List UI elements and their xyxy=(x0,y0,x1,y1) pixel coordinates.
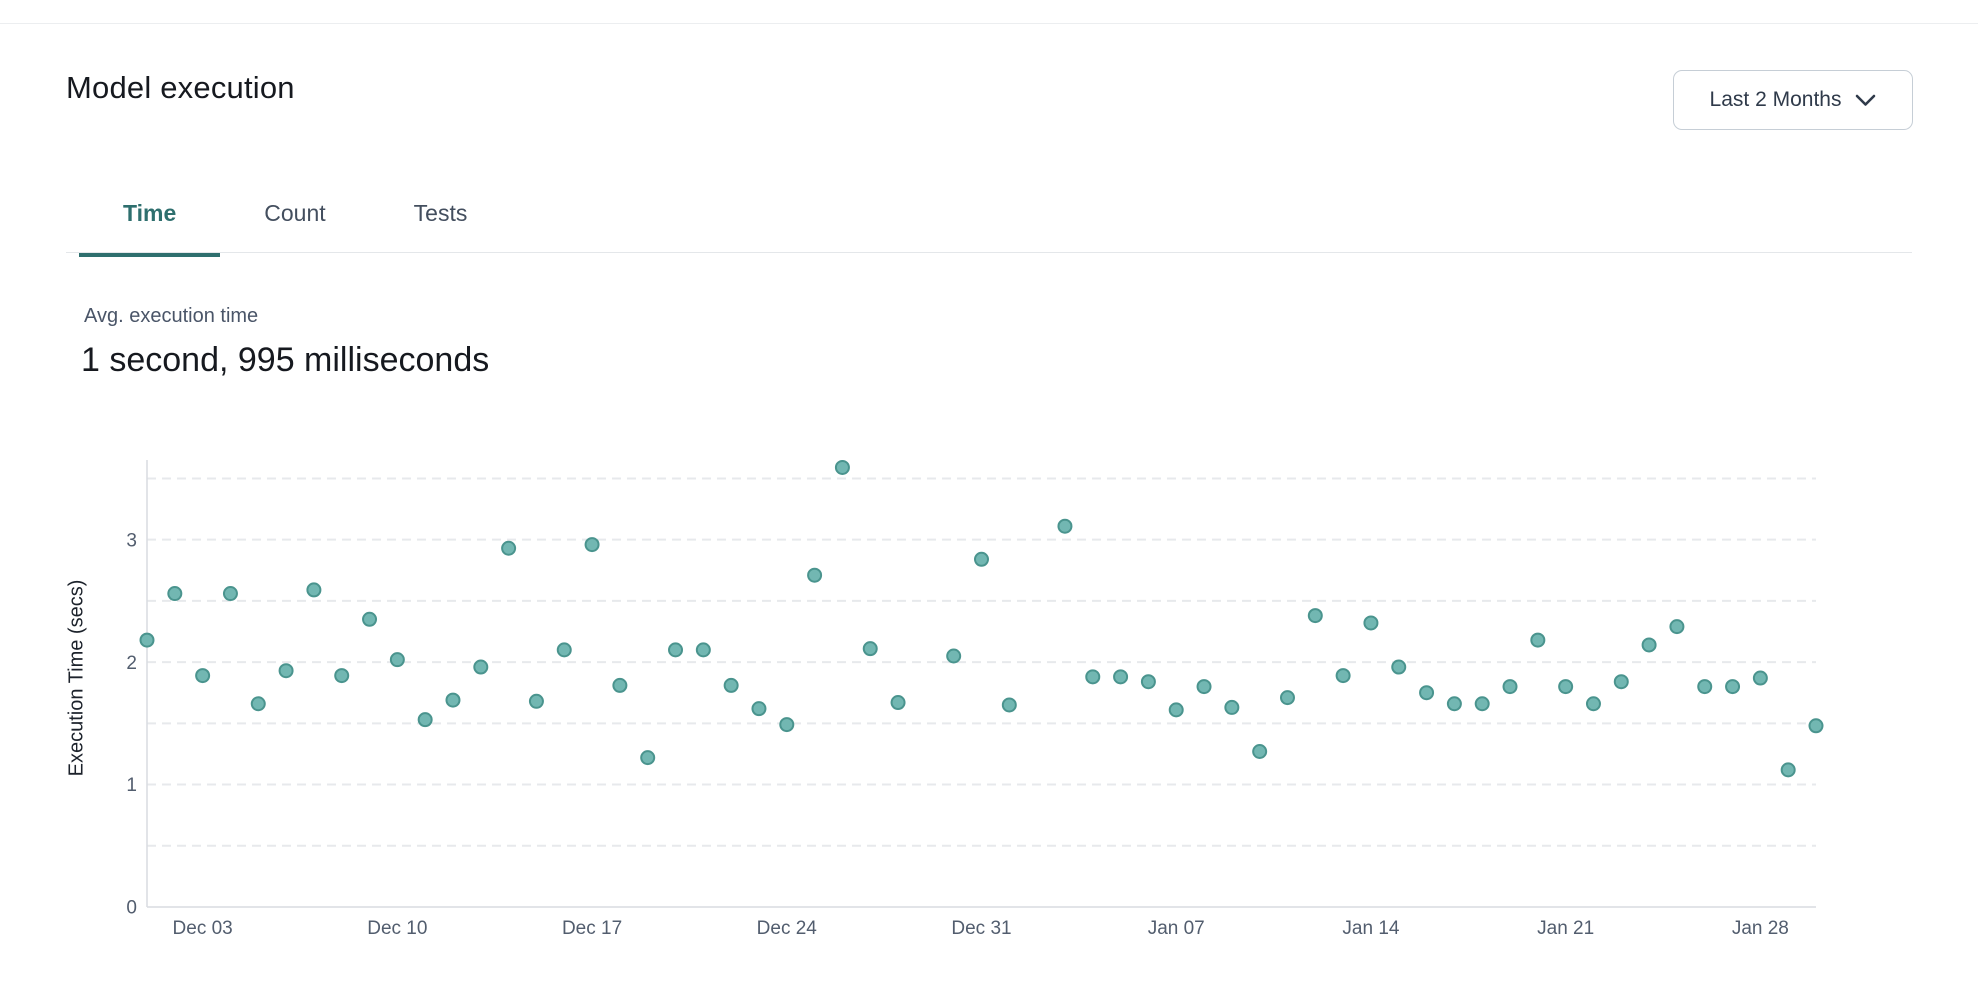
data-point xyxy=(528,693,544,709)
data-point xyxy=(1419,685,1435,701)
data-point xyxy=(250,696,266,712)
data-point xyxy=(139,632,155,648)
tab-time[interactable]: Time xyxy=(79,191,221,257)
data-point xyxy=(1752,670,1768,686)
x-tick-label: Jan 28 xyxy=(1732,918,1789,939)
data-point xyxy=(974,551,989,567)
data-point xyxy=(306,582,322,598)
data-point xyxy=(167,586,183,602)
data-point xyxy=(584,537,600,553)
data-point xyxy=(862,641,878,657)
data-point xyxy=(779,717,795,733)
date-range-label: Last 2 Months xyxy=(1709,88,1842,111)
data-point xyxy=(1697,679,1713,695)
x-tick-label: Jan 07 xyxy=(1148,918,1205,939)
data-point xyxy=(1780,762,1796,778)
data-point xyxy=(501,540,517,556)
data-point xyxy=(1641,637,1657,653)
data-point xyxy=(751,701,767,717)
x-tick-label: Dec 24 xyxy=(757,918,818,939)
y-tick-label: 1 xyxy=(126,775,137,796)
data-point xyxy=(334,668,350,684)
data-point xyxy=(1279,690,1295,706)
y-tick-label: 2 xyxy=(126,653,137,674)
data-point xyxy=(1530,632,1546,648)
tab-count[interactable]: Count xyxy=(264,200,326,226)
data-point xyxy=(1446,696,1462,712)
data-point xyxy=(195,668,211,684)
data-point xyxy=(1057,518,1073,534)
tabs-divider xyxy=(66,252,1912,253)
avg-execution-time-value: 1 second, 995 milliseconds xyxy=(81,341,490,379)
data-point xyxy=(1307,608,1323,624)
data-point xyxy=(278,663,294,679)
data-point xyxy=(1363,615,1379,631)
tab-tests[interactable]: Tests xyxy=(413,200,468,226)
data-point xyxy=(1474,696,1490,712)
data-point xyxy=(1140,674,1156,690)
data-point xyxy=(445,692,461,708)
data-point xyxy=(640,750,656,766)
data-point xyxy=(1502,679,1518,695)
data-point xyxy=(389,652,405,668)
x-tick-label: Dec 03 xyxy=(173,918,233,939)
chevron-down-icon xyxy=(1855,94,1876,107)
x-tick-label: Dec 31 xyxy=(951,918,1011,939)
data-point xyxy=(556,642,572,658)
data-point xyxy=(222,586,238,602)
data-point xyxy=(1808,718,1824,734)
data-point xyxy=(1085,669,1101,685)
tabs: Time Count Tests xyxy=(79,191,511,257)
execution-time-scatter-chart: 0 1 2 3 Dec 03 Dec 10 Dec 17 Dec 24 Dec 31 Jan 07… xyxy=(126,459,1824,939)
date-range-dropdown[interactable]: Last 2 Months xyxy=(1673,70,1913,130)
data-point xyxy=(1113,669,1129,685)
data-point xyxy=(1558,679,1574,695)
data-point xyxy=(807,567,823,583)
top-divider xyxy=(0,23,1978,24)
data-point xyxy=(1613,674,1629,690)
data-point xyxy=(1224,699,1240,715)
data-point xyxy=(1335,668,1351,684)
x-tick-label: Jan 14 xyxy=(1342,918,1399,939)
data-point xyxy=(1391,659,1407,675)
data-point xyxy=(1669,619,1685,635)
data-point xyxy=(612,677,628,693)
data-point xyxy=(473,659,489,675)
data-point xyxy=(668,642,684,658)
data-point xyxy=(723,677,739,693)
data-point xyxy=(362,611,378,627)
x-tick-label: Jan 21 xyxy=(1537,918,1594,939)
data-point xyxy=(695,642,711,658)
data-point xyxy=(1001,697,1017,713)
y-tick-label: 3 xyxy=(126,530,137,551)
data-point xyxy=(1196,679,1212,695)
data-point xyxy=(417,712,433,728)
data-point xyxy=(1585,696,1601,712)
y-tick-label: 0 xyxy=(126,898,137,919)
data-point xyxy=(946,648,962,664)
data-point xyxy=(890,695,906,711)
data-point xyxy=(1725,679,1741,695)
data-point xyxy=(834,459,850,475)
x-tick-label: Dec 10 xyxy=(367,918,427,939)
avg-execution-time-label: Avg. execution time xyxy=(84,305,259,327)
data-point xyxy=(1168,702,1184,718)
x-tick-label: Dec 17 xyxy=(562,918,622,939)
page-title: Model execution xyxy=(66,70,295,105)
data-point xyxy=(1252,744,1268,760)
